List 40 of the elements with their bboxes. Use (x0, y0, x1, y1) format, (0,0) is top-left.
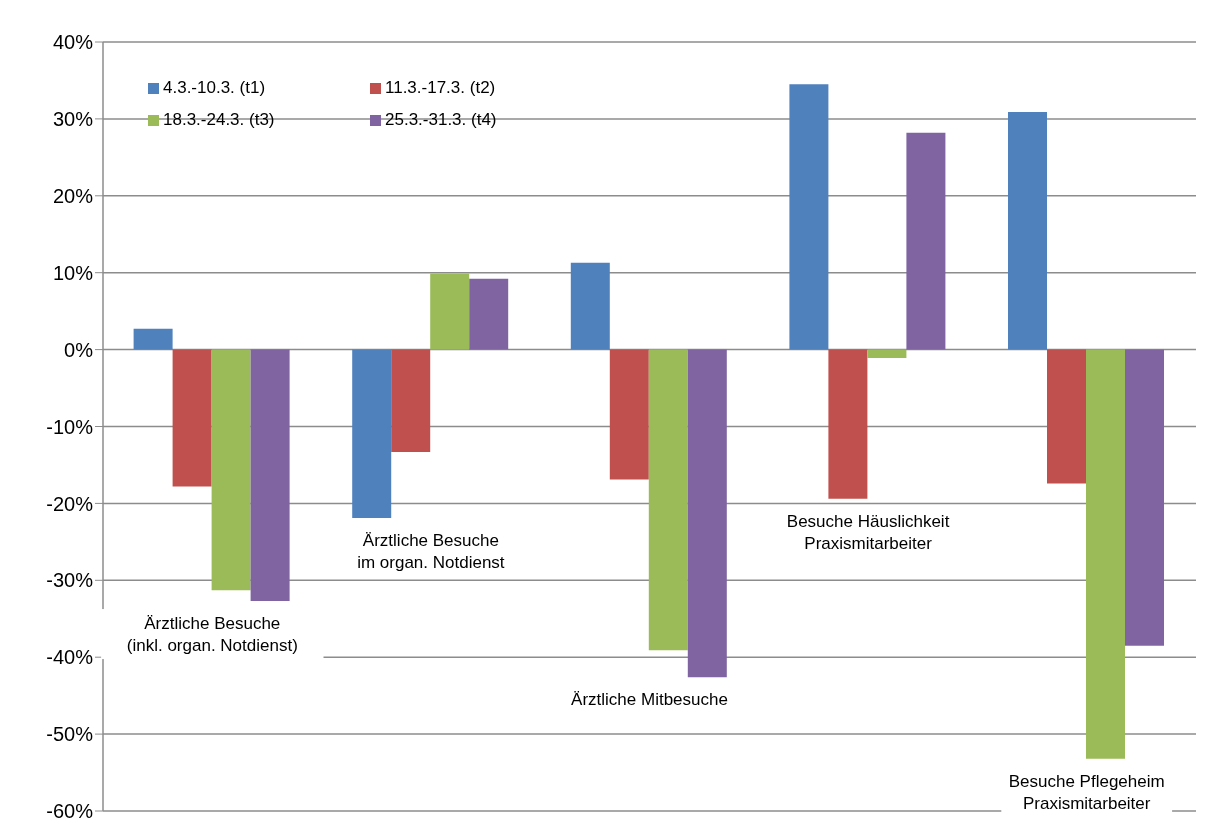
x-tick-label: Besuche Häuslichkeit Praxismitarbeiter (786, 511, 950, 553)
bar (867, 349, 907, 359)
x-tick-label: Ärztliche Mitbesuche (571, 690, 728, 710)
bar (352, 349, 392, 519)
bar (1086, 349, 1125, 759)
y-tick-label: -50% (46, 723, 94, 746)
bar (211, 349, 251, 591)
bar (391, 349, 431, 452)
x-tick-label: Ärztliche Besuche (inkl. organ. Notdienst) (126, 614, 298, 656)
bar (828, 349, 868, 499)
bar (906, 132, 946, 350)
legend-label: 25.3.-31.3. (t4) (385, 110, 497, 130)
y-tick-label: 10% (52, 261, 94, 284)
y-tick-label: 30% (52, 108, 94, 130)
bar (469, 278, 509, 350)
bar (1047, 349, 1086, 484)
x-tick-label: Ärztliche Besuche im organ. Notdienst (357, 531, 505, 573)
y-tick-label: -10% (46, 415, 94, 438)
y-tick-label: 20% (52, 184, 94, 207)
bar (1125, 349, 1164, 646)
y-tick-label: -20% (46, 492, 94, 515)
legend-label: 11.3.-17.3. (t2) (385, 78, 496, 98)
y-tick-label: -60% (46, 800, 94, 823)
legend-label: 18.3.-24.3. (t3) (163, 110, 275, 130)
bar (570, 262, 610, 350)
bar (133, 328, 173, 350)
bar (250, 349, 290, 602)
y-tick-label: -30% (46, 569, 94, 592)
bar (789, 84, 829, 350)
legend-label: 4.3.-10.3. (t1) (163, 78, 266, 98)
bar (1008, 111, 1047, 350)
x-tick-label: Besuche Pflegeheim Praxismitarbeiter (1008, 771, 1165, 813)
bar (609, 349, 649, 480)
y-tick-label: -40% (46, 646, 94, 669)
bar (687, 349, 727, 678)
y-tick-label: 0% (64, 338, 94, 361)
bar (172, 349, 212, 487)
bar (430, 273, 470, 350)
y-tick-label: 40% (52, 31, 94, 54)
bar (648, 349, 688, 651)
